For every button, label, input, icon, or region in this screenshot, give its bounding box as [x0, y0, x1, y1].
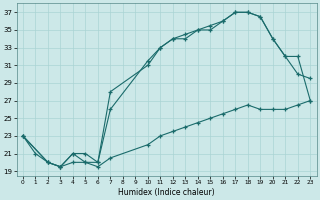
X-axis label: Humidex (Indice chaleur): Humidex (Indice chaleur) [118, 188, 215, 197]
